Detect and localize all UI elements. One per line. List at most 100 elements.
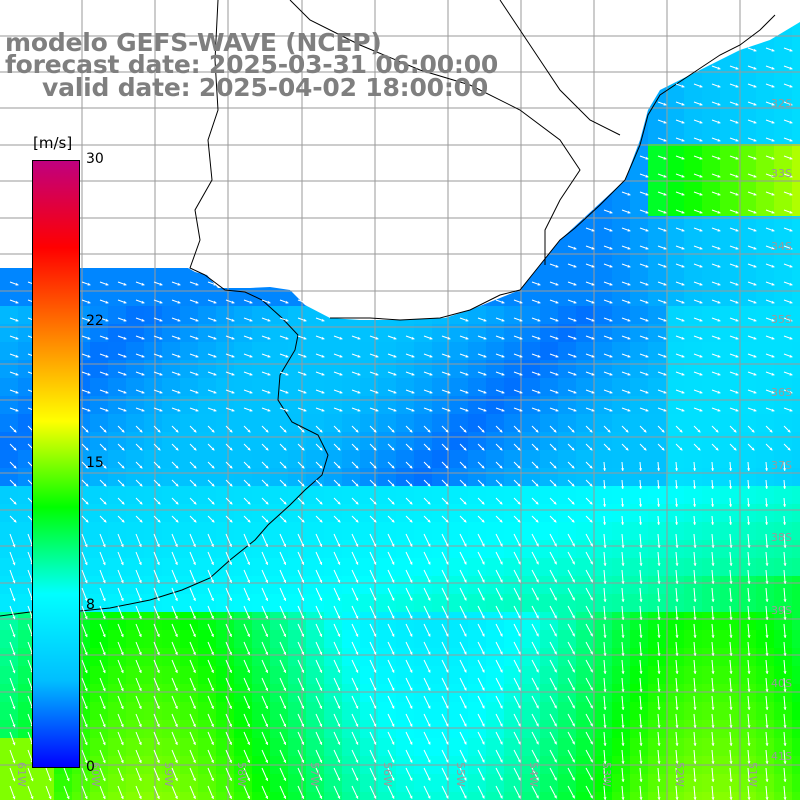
- wind-arrow-head: [283, 465, 287, 469]
- wind-arrow-head: [103, 501, 107, 505]
- wind-arrow-head: [265, 543, 269, 547]
- wind-arrow-head: [481, 561, 485, 565]
- wind-arrow-head: [15, 408, 19, 412]
- wind-arrow-head: [463, 651, 467, 655]
- wind-arrow-head: [753, 282, 757, 286]
- wind-arrow-head: [195, 390, 199, 394]
- wind-arrow-head: [319, 465, 323, 469]
- wind-speed-cell: [234, 576, 252, 594]
- wind-arrow-head: [627, 300, 631, 304]
- wind-speed-cell: [468, 522, 486, 540]
- wind-arrow-head: [603, 743, 607, 746]
- wind-arrow-head: [303, 336, 307, 340]
- wind-arrow-head: [499, 447, 503, 451]
- wind-speed-cell: [324, 432, 342, 450]
- wind-speed-cell: [792, 72, 800, 90]
- wind-speed-cell: [738, 504, 756, 522]
- wind-arrow-head: [747, 599, 751, 602]
- wind-arrow-head: [699, 390, 703, 394]
- wind-arrow-head: [553, 795, 557, 799]
- wind-arrow-head: [717, 282, 721, 286]
- wind-arrow-head: [553, 777, 557, 781]
- wind-speed-cell: [486, 738, 504, 756]
- wind-arrow-head: [603, 486, 607, 489]
- wind-speed-cell: [342, 792, 360, 800]
- wind-speed-cell: [738, 252, 756, 270]
- wind-speed-cell: [738, 396, 756, 414]
- wind-arrow-head: [373, 501, 377, 505]
- wind-speed-cell: [504, 630, 522, 648]
- wind-arrow-head: [247, 429, 251, 433]
- wind-speed-cell: [198, 522, 216, 540]
- wind-arrow-head: [156, 723, 160, 727]
- wind-speed-cell: [774, 108, 792, 126]
- wind-speed-cell: [396, 468, 414, 486]
- wind-arrow-head: [427, 741, 431, 745]
- wind-speed-cell: [432, 432, 450, 450]
- wind-arrow-head: [753, 84, 757, 88]
- wind-speed-cell: [432, 486, 450, 504]
- wind-speed-cell: [558, 306, 576, 324]
- wind-arrow-head: [102, 796, 106, 800]
- wind-speed-cell: [414, 486, 432, 504]
- wind-arrow-head: [156, 741, 160, 745]
- wind-speed-cell: [594, 612, 612, 630]
- wind-speed-cell: [666, 252, 684, 270]
- wind-speed-cell: [144, 306, 162, 324]
- wind-arrow-head: [138, 544, 142, 547]
- wind-speed-cell: [270, 594, 288, 612]
- wind-arrow-head: [249, 354, 253, 358]
- wind-arrow-head: [463, 501, 467, 505]
- wind-arrow-head: [463, 447, 467, 451]
- wind-arrow-head: [553, 615, 557, 619]
- wind-arrow-head: [157, 483, 161, 487]
- wind-arrow-head: [391, 651, 395, 655]
- wind-arrow-head: [639, 468, 643, 471]
- wind-arrow-head: [249, 336, 253, 340]
- wind-arrow-head: [84, 616, 88, 620]
- wind-speed-cell: [702, 162, 720, 180]
- wind-arrow-head: [319, 633, 323, 637]
- wind-arrow-head: [159, 372, 163, 376]
- wind-speed-cell: [684, 612, 702, 630]
- wind-arrow-head: [572, 561, 575, 565]
- wind-arrow-head: [621, 653, 625, 656]
- wind-speed-cell: [108, 774, 126, 792]
- wind-arrow-head: [699, 246, 703, 250]
- wind-arrow-head: [517, 465, 521, 469]
- wind-arrow-head: [483, 336, 487, 340]
- wind-speed-cell: [756, 72, 774, 90]
- wind-arrow-head: [769, 429, 773, 433]
- wind-arrow-head: [321, 336, 325, 340]
- wind-speed-cell: [558, 252, 576, 270]
- wind-speed-cell: [468, 558, 486, 576]
- wind-arrow-head: [123, 390, 127, 394]
- wind-speed-cell: [792, 684, 800, 702]
- wind-speed-cell: [450, 432, 468, 450]
- wind-arrow-head: [283, 447, 287, 451]
- wind-speed-cell: [504, 720, 522, 738]
- wind-arrow-head: [535, 543, 539, 547]
- wind-arrow-head: [517, 777, 521, 781]
- wind-arrow-head: [603, 504, 607, 507]
- wind-speed-cell: [648, 792, 666, 800]
- wind-arrow-head: [589, 501, 593, 505]
- wind-speed-cell: [540, 576, 558, 594]
- wind-speed-cell: [594, 450, 612, 468]
- wind-arrow-head: [355, 615, 359, 619]
- wind-speed-cell: [378, 540, 396, 558]
- wind-arrow-head: [84, 652, 88, 656]
- wind-speed-cell: [0, 558, 18, 576]
- wind-arrow-head: [267, 354, 271, 358]
- wind-arrow-head: [639, 504, 643, 507]
- wind-arrow-head: [355, 465, 359, 469]
- wind-speed-cell: [576, 234, 594, 252]
- wind-speed-cell: [612, 702, 630, 720]
- wind-speed-cell: [108, 558, 126, 576]
- wind-speed-cell: [684, 666, 702, 684]
- wind-arrow-head: [195, 372, 199, 376]
- longitude-label: 60W: [89, 762, 102, 787]
- wind-arrow-head: [121, 483, 125, 487]
- wind-arrow-head: [391, 705, 395, 709]
- wind-arrow-head: [481, 687, 485, 691]
